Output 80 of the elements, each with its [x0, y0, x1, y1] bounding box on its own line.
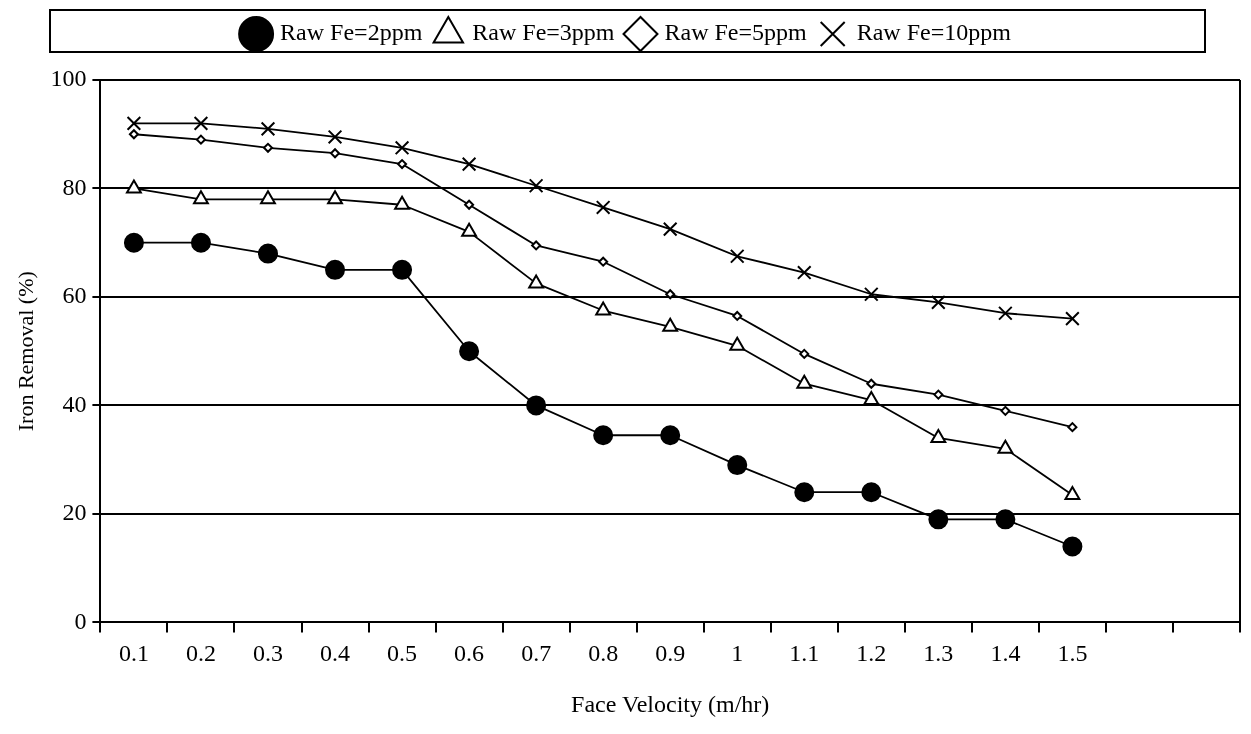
point: [995, 509, 1016, 530]
point: [729, 248, 745, 264]
point: [193, 190, 209, 205]
point: [1000, 405, 1011, 416]
point: [799, 348, 810, 359]
point: [327, 190, 343, 205]
point: [660, 425, 681, 446]
y-tick-label: 100: [50, 65, 87, 92]
point: [796, 265, 812, 280]
point: [528, 274, 545, 289]
point: [727, 455, 748, 476]
x-tick-label: 0.2: [185, 640, 216, 667]
point: [595, 301, 612, 316]
legend-label: Raw Fe=5ppm: [664, 19, 808, 46]
point: [262, 142, 273, 153]
point: [998, 305, 1013, 321]
point: [125, 179, 142, 194]
x-tick-label: 1: [731, 640, 744, 667]
x-tick-label: 0.7: [521, 640, 552, 667]
point: [732, 310, 743, 321]
y-tick-label: 40: [62, 390, 87, 417]
point: [123, 232, 144, 253]
point: [863, 286, 879, 302]
point: [861, 482, 882, 503]
point: [392, 259, 413, 280]
x-tick-label: 1.5: [1057, 640, 1088, 667]
point: [930, 295, 946, 310]
point: [526, 395, 547, 416]
point: [1067, 422, 1078, 433]
point: [531, 240, 542, 251]
point: [257, 243, 278, 264]
x-tick-label: 0.1: [118, 640, 149, 667]
point: [195, 134, 206, 145]
point: [528, 178, 544, 194]
point: [1065, 311, 1080, 327]
point: [260, 190, 276, 205]
x-tick-label: 0.4: [320, 640, 351, 667]
x-tick-label: 0.6: [454, 640, 485, 667]
point: [193, 116, 209, 131]
point: [593, 425, 614, 446]
point: [394, 195, 410, 210]
legend-label: Raw Fe=2ppm: [280, 19, 423, 46]
point: [459, 341, 480, 362]
point: [595, 200, 611, 215]
point: [665, 289, 676, 300]
point: [794, 482, 815, 503]
point: [1062, 536, 1083, 557]
point: [464, 199, 475, 210]
legend-label: Raw Fe=3ppm: [472, 19, 615, 46]
point: [461, 156, 477, 172]
point: [933, 389, 944, 400]
point: [397, 159, 408, 170]
point: [260, 121, 276, 137]
x-axis-title: Face Velocity (m/hr): [571, 690, 770, 717]
point: [190, 232, 211, 253]
point: [598, 256, 609, 267]
point: [394, 140, 410, 156]
point: [866, 378, 877, 389]
point: [128, 129, 139, 140]
x-tick-label: 1.3: [923, 640, 954, 667]
x-tick-label: 0.9: [655, 640, 686, 667]
y-tick-label: 80: [62, 173, 87, 200]
y-axis-title: Iron Removal (%): [12, 271, 38, 432]
x-tick-label: 1.1: [789, 640, 820, 667]
y-tick-label: 20: [62, 499, 87, 526]
x-tick-label: 1.2: [856, 640, 887, 667]
x-tick-label: 0.8: [588, 640, 619, 667]
x-tick-label: 1.4: [990, 640, 1021, 667]
point: [126, 116, 142, 131]
point: [327, 129, 343, 145]
point: [863, 391, 880, 406]
point: [330, 148, 341, 159]
y-tick-label: 0: [74, 607, 87, 634]
x-tick-label: 0.5: [387, 640, 418, 667]
legend-label: Raw Fe=10ppm: [856, 19, 1012, 46]
y-tick-label: 60: [62, 282, 87, 309]
point: [662, 221, 678, 237]
x-tick-label: 0.3: [252, 640, 283, 667]
point: [325, 259, 346, 280]
point: [928, 509, 949, 530]
